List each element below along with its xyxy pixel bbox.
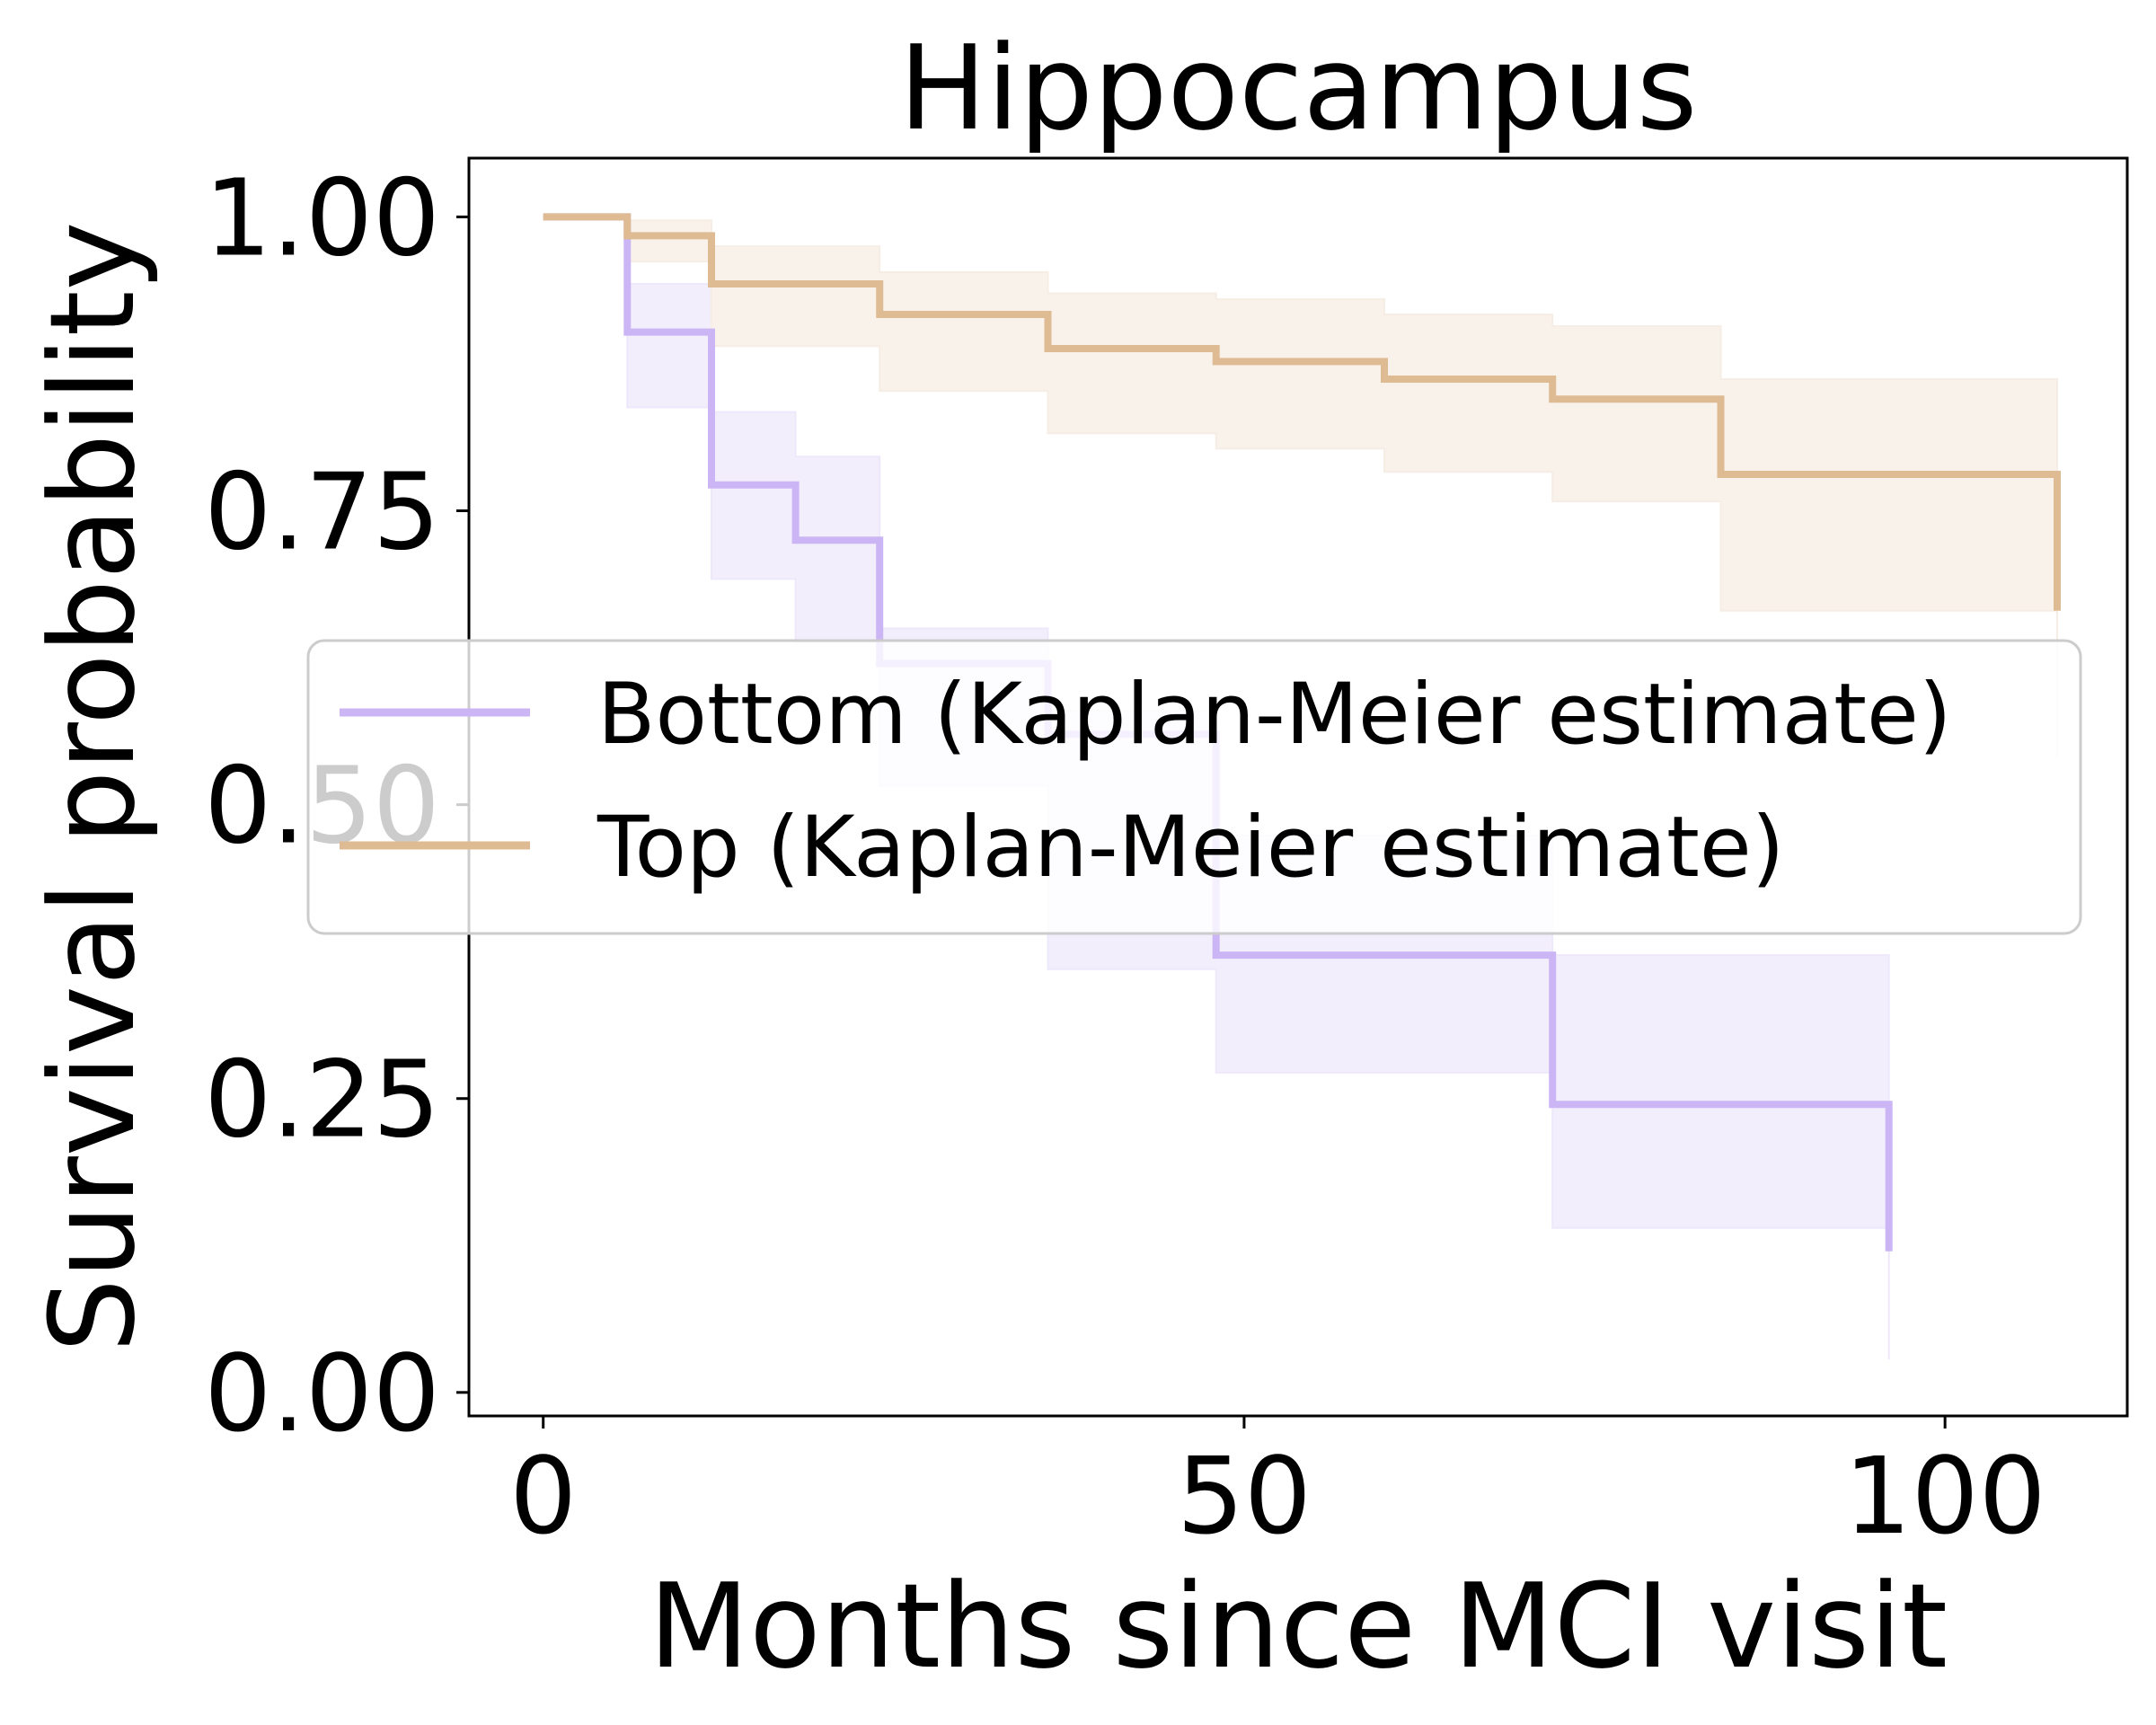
x-axis-label: Months since MCI visit: [649, 1558, 1948, 1694]
x-axis-ticks: 0 50 100: [509, 1416, 2046, 1558]
y-tick-label: 0.25: [204, 1038, 440, 1162]
y-axis-label: Survival probability: [24, 221, 161, 1352]
legend-label-top: Top (Kaplan-Meier estimate): [596, 799, 1784, 897]
legend: Bottom (Kaplan-Meier estimate) Top (Kapl…: [306, 639, 2082, 935]
x-tick-label: 0: [509, 1434, 577, 1558]
chart-title: Hippocampus: [899, 20, 1698, 156]
y-tick-label: 1.00: [204, 155, 440, 279]
x-tick-label: 100: [1844, 1434, 2046, 1558]
y-tick-label: 0.75: [204, 450, 440, 574]
legend-label-bottom: Bottom (Kaplan-Meier estimate): [597, 666, 1952, 764]
confidence-band-top: [543, 216, 2058, 758]
x-tick-label: 50: [1177, 1434, 1312, 1558]
legend-box: [306, 639, 2082, 935]
y-tick-label: 0.00: [204, 1331, 440, 1455]
survival-line-top: [543, 213, 2061, 611]
